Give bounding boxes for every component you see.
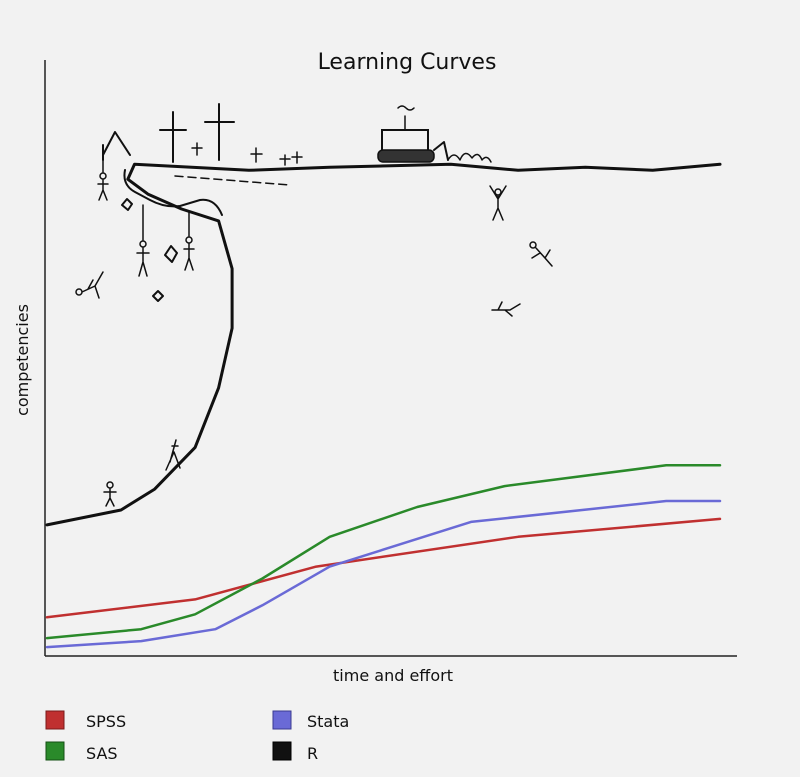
legend-swatch-stata xyxy=(272,710,292,730)
falling-figure-right-3 xyxy=(491,301,521,317)
cross-small-2 xyxy=(250,147,263,163)
legend-item-r: R xyxy=(272,741,318,763)
falling-figure-right-2 xyxy=(529,241,553,267)
tumbling-figure-left xyxy=(75,271,104,299)
legend-swatch-sas xyxy=(45,741,65,761)
falling-rock-3 xyxy=(152,290,164,302)
legend: SPSS Stata SAS R xyxy=(45,710,349,763)
legend-swatch-r xyxy=(272,741,292,761)
y-axis-label: competencies xyxy=(13,304,32,416)
hanging-figure-2 xyxy=(136,204,150,277)
series-line-r xyxy=(45,162,722,527)
legend-item-sas: SAS xyxy=(45,741,118,763)
legend-swatch-spss xyxy=(45,710,65,730)
climbing-figure-2 xyxy=(165,439,181,471)
series-line-sas xyxy=(45,464,722,640)
rubble-pile xyxy=(447,152,492,163)
legend-label-spss: SPSS xyxy=(86,712,126,731)
legend-label-sas: SAS xyxy=(86,744,118,763)
legend-label-stata: Stata xyxy=(307,712,349,731)
gallows-left xyxy=(102,131,131,161)
bulldozer-icon xyxy=(377,105,449,163)
legend-item-stata: Stata xyxy=(272,710,349,731)
chart-title: Learning Curves xyxy=(318,50,497,75)
legend-label-r: R xyxy=(307,744,318,763)
cross-small-1 xyxy=(191,142,203,156)
climbing-figure-1 xyxy=(103,481,117,507)
x-axis-label: time and effort xyxy=(333,666,453,685)
hanging-figure-3 xyxy=(183,211,195,271)
cross-tall-2 xyxy=(204,103,235,161)
series-layer xyxy=(45,162,722,649)
series-line-stata xyxy=(45,499,722,649)
cross-small-3 xyxy=(279,151,303,166)
falling-figure-right-1 xyxy=(489,185,507,221)
sketch-illustration xyxy=(75,103,553,507)
series-line-spss xyxy=(45,517,722,619)
falling-rock-1 xyxy=(121,198,133,211)
hanging-figure-1 xyxy=(97,159,109,201)
cliff-ledge-dashes xyxy=(174,175,291,186)
falling-rock-2 xyxy=(164,245,178,263)
cross-tall-1 xyxy=(159,111,187,163)
legend-item-spss: SPSS xyxy=(45,710,126,731)
cliff-rock xyxy=(123,169,223,216)
